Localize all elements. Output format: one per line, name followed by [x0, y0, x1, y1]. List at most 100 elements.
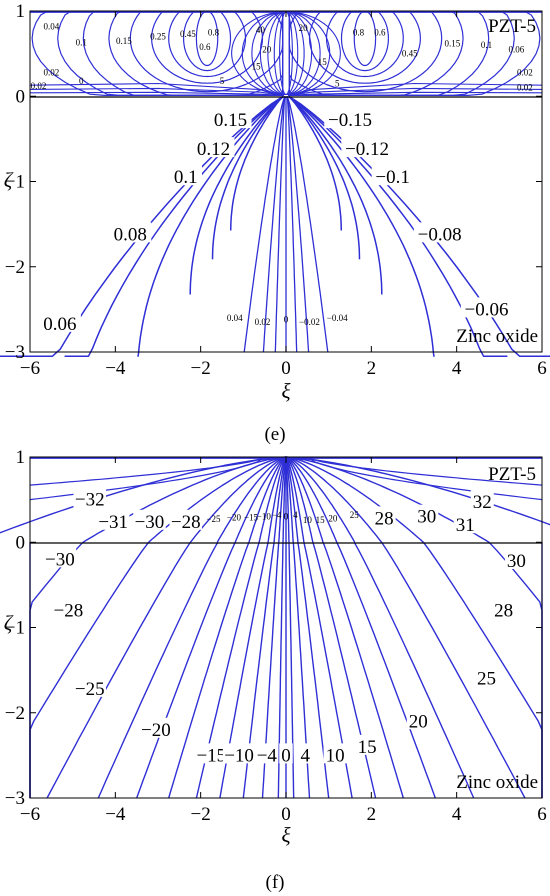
panel-f-contour-line — [306, 456, 543, 501]
panel-f-contour-line — [285, 456, 299, 543]
panel-f-contour-line — [285, 456, 290, 543]
panel-e-contour-line — [195, 10, 219, 67]
panel-e-contour-label: 0.08 — [114, 224, 147, 245]
panel-f-contour-line — [285, 456, 324, 543]
panel-f-contour-label: 0 — [281, 745, 291, 766]
panel-e-contour-label: −0.04 — [327, 313, 348, 323]
panel-f-contour-plot: −6 −4 −2 0 2 4 610−1−2−3 −32−31 −30 −28 −25 −20 −15… — [0, 447, 550, 893]
panel-f-contour-label-bg — [475, 666, 499, 687]
panel-e-contour-line — [288, 95, 343, 231]
panel-e-contour-label: 0.02 — [517, 67, 533, 77]
panel-f-contour-label-bg — [492, 598, 516, 619]
panel-f-ticks: −6 −4 −2 0 2 4 610−1−2−3 — [5, 447, 547, 825]
panel-e-contour-label: 15 — [318, 57, 328, 67]
panel-f-contour-line — [277, 542, 284, 799]
panel-e-contour-line — [273, 11, 287, 96]
panel-e-contour-line — [251, 11, 287, 96]
panel-e-contour-label: 0.02 — [517, 83, 533, 93]
panel-e-contour-label: 0 — [284, 315, 289, 325]
panel-f-contour-label: 25 — [477, 669, 496, 690]
panel-e-contour-line — [262, 96, 286, 353]
panel-f-contour-line — [285, 456, 314, 543]
panel-f-contour-label: 30 — [417, 507, 436, 528]
panel-f-contour-line — [285, 456, 338, 543]
panel-e-contour-label: −0.02 — [299, 317, 320, 327]
panel-f-contour-line — [29, 541, 150, 798]
panel-e-contour-line — [286, 96, 329, 353]
panel-e-contour-label-bg — [209, 108, 252, 129]
panel-e-contour-line — [136, 95, 284, 358]
panel-e-contour-line — [285, 11, 299, 96]
panel-e-ticks: −6 −4 −2 0 2 4 6 1 0 −1 −2 −3 — [5, 1, 547, 379]
panel-e-contour-line — [29, 91, 284, 96]
panel-f-contour-label-bg — [279, 743, 293, 764]
panel-f-contour-label: 25 — [350, 510, 360, 520]
panel-f-xtick-label: 2 — [367, 804, 377, 825]
panel-e-contour-line — [29, 82, 285, 96]
panel-e-contour-label-bg — [371, 165, 414, 186]
panel-f-contour-label: −10 — [257, 512, 272, 522]
panel-f-region-zinc-oxide: Zinc oxide — [456, 772, 538, 793]
panel-f-xtick-label: 0 — [281, 804, 291, 825]
panel-e-ylabel: ζ — [4, 168, 14, 192]
panel-f-contour-label: −10 — [224, 745, 254, 766]
panel-f-contour-label: 32 — [473, 492, 492, 513]
panel-f-contour-line — [353, 541, 475, 799]
panel-e-xtick-label: −4 — [105, 358, 126, 379]
panel-e-contour-label: −0.06 — [465, 299, 509, 320]
panel-e-contour-line — [267, 11, 287, 96]
panel-e-contour-line — [308, 10, 421, 84]
panel-f-region-pzt5: PZT-5 — [488, 464, 536, 485]
panel-f-contour-line — [285, 456, 424, 543]
panel-e-ytick-label: −3 — [5, 342, 25, 363]
panel-f-ytick-label: −1 — [5, 618, 25, 639]
panel-e-contour-line — [259, 11, 287, 96]
panel-e-contour-line — [285, 11, 321, 96]
panel-f-contour-label: −31 — [98, 512, 128, 533]
panel-f-contour-label: −4 — [257, 745, 278, 766]
panel-f-xtick-label: −2 — [191, 804, 211, 825]
panel-f-contour-label: 28 — [494, 600, 513, 621]
panel-f-contour-label: −25 — [75, 679, 105, 700]
panel-f-contour-label-bg — [323, 743, 347, 764]
panel-f-contour-label-bg — [406, 709, 430, 730]
panel-e-contour-line — [286, 96, 298, 353]
panel-e-contour-line — [241, 11, 287, 96]
panel-e-contour-label-bg — [169, 165, 202, 186]
panel-f-contour-label: −15 — [196, 745, 226, 766]
panel-f-contour-line — [234, 456, 287, 543]
panel-f-contour-label: −28 — [171, 512, 201, 533]
panel-f-contour-label-bg — [415, 504, 439, 525]
panel-e-region-zinc-oxide: Zinc oxide — [456, 326, 538, 347]
panel-e-contour-label: 0.1 — [76, 38, 87, 48]
panel-f-contour-label: −30 — [135, 512, 165, 533]
panel-f-contour-line — [29, 456, 266, 501]
panel-e-contour-label: 0.8 — [353, 27, 365, 37]
panel-e-contour-label: 0.25 — [150, 32, 166, 42]
panel-e-contour-line — [31, 10, 284, 96]
panel-f-contour-label: −20 — [141, 720, 171, 741]
panel-e-contour-label: 0.06 — [43, 314, 76, 335]
panel-e-xtick-label: 2 — [367, 358, 377, 379]
panel-f-xlabel: ξ — [282, 823, 291, 847]
panel-e-contour-line — [288, 91, 543, 96]
panel-e-contour-line — [288, 95, 361, 260]
panel-e-contour-label-bg — [38, 311, 81, 332]
panel-f-contour-line — [46, 541, 191, 799]
panel-f-contour-line — [322, 542, 404, 799]
panel-f-contour-label-bg — [73, 676, 106, 697]
panel-f-contour-label-bg — [255, 743, 279, 764]
panel-e-contour-line — [288, 95, 550, 358]
panel-f-xtick-label: −6 — [20, 804, 40, 825]
panel-e-contour-line — [189, 95, 284, 295]
panel-e-contour-line — [286, 96, 310, 353]
panel-e-contour-label-bg — [341, 137, 393, 158]
panel-f-contour-label: 30 — [507, 551, 526, 572]
panel-e-xtick-label: −6 — [20, 358, 40, 379]
panel-f-ytick-label: −2 — [5, 703, 25, 724]
panel-f-contour-line — [381, 541, 526, 799]
panel-e-contour-plot: −6 −4 −2 0 2 4 610−1−2−3 0.040.1 0.15 0.25 0.450.… — [0, 1, 550, 445]
panel-f-contour-line — [29, 541, 84, 798]
panel-f-xtick-label: 6 — [537, 804, 547, 825]
panel-f-contour-label-bg — [222, 743, 256, 764]
